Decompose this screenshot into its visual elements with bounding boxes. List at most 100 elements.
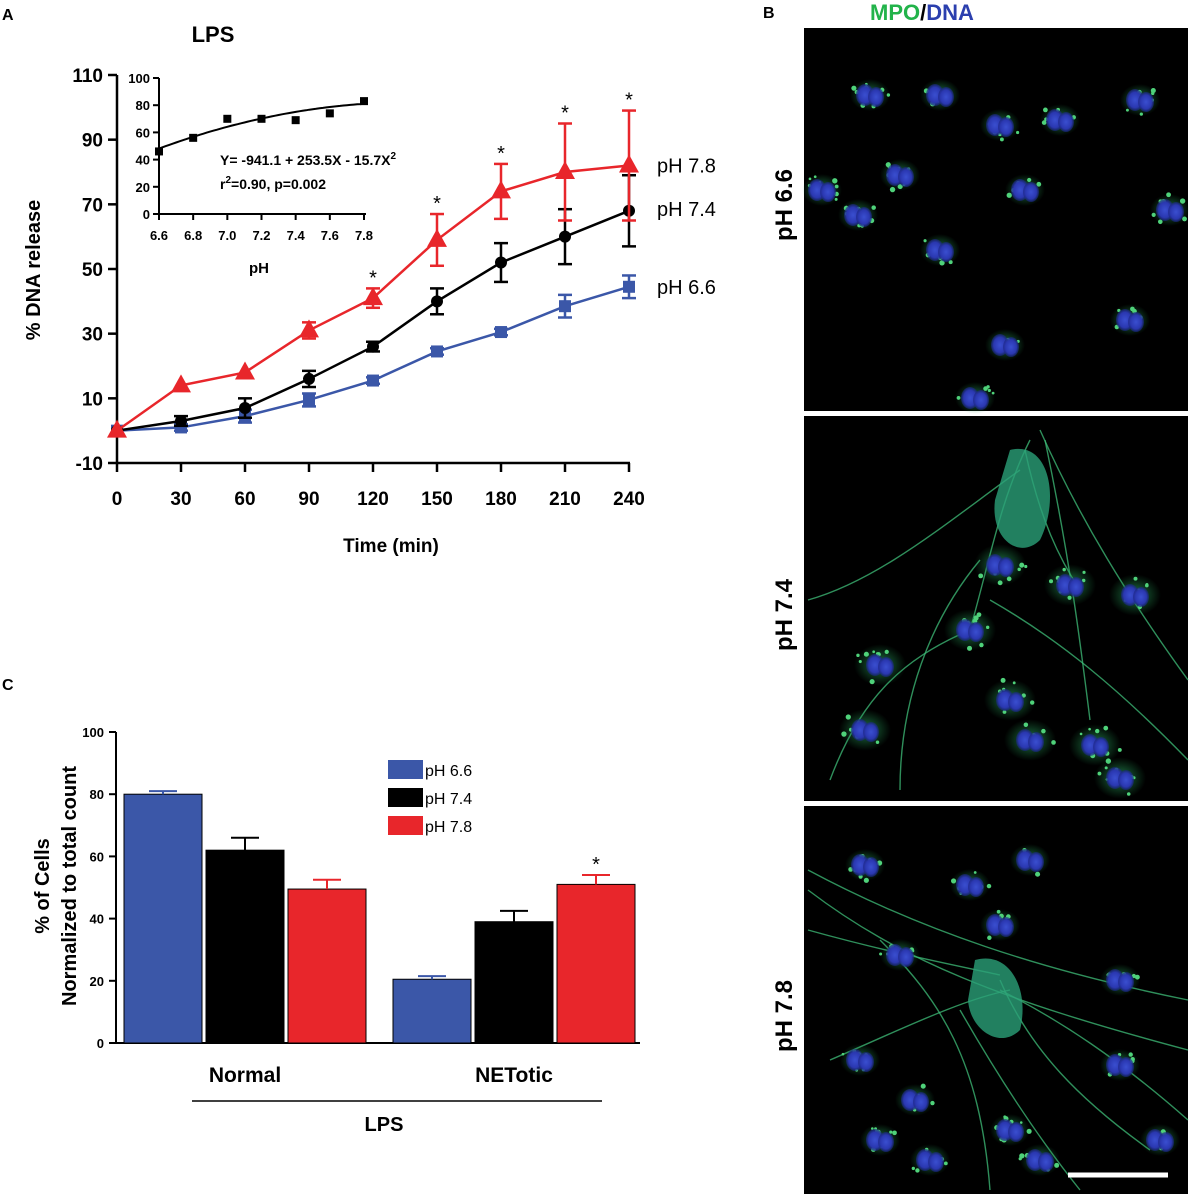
data-point — [303, 393, 315, 406]
micrograph-label-ph74: pH 7.4 — [771, 578, 798, 651]
mpo-granule — [1019, 1121, 1023, 1124]
mpo-granule — [1035, 871, 1041, 877]
legend-label: pH 7.8 — [425, 819, 472, 836]
mpo-granule — [1130, 306, 1135, 312]
mpo-granule — [1026, 1128, 1032, 1134]
cell-nucleus — [858, 1052, 874, 1072]
mpo-granule — [1019, 562, 1025, 568]
mpo-granule — [1027, 177, 1032, 183]
micrograph-panel: MPO/DNA pH 6.6 pH 7.4 pH 7.8 — [771, 0, 1189, 1194]
chart-a-y-tick-label: 50 — [82, 260, 103, 281]
mpo-granule — [986, 883, 992, 889]
chart-a-x-tick-label: 180 — [485, 489, 517, 510]
chart-c-category-label: Normal — [209, 1064, 281, 1087]
mpo-granule — [1018, 1157, 1022, 1161]
mpo-granule — [889, 186, 896, 193]
cell-nucleus — [1093, 737, 1109, 757]
mpo-granule — [1041, 120, 1047, 125]
chart-c-y-tick-label: 20 — [90, 974, 104, 989]
data-point — [363, 287, 383, 306]
mpo-granule — [1157, 219, 1163, 225]
inset-chart: 0 20 40 60 80 100 6.6 6.8 7.0 7.2 7.4 7.6 7.8 pH Y= … — [128, 71, 396, 277]
mpo-granule — [863, 877, 869, 883]
data-point — [367, 340, 379, 353]
chart-a-y-tick-label: 70 — [82, 195, 103, 216]
inset-point — [257, 114, 266, 123]
cell-nucleus — [1118, 972, 1134, 992]
micrograph-label-ph66: pH 6.6 — [771, 169, 798, 241]
mpo-granule — [1103, 725, 1109, 731]
mpo-granule — [979, 642, 984, 648]
cell-nucleus — [998, 557, 1014, 577]
cell-nucleus — [1118, 1057, 1134, 1077]
mpo-granule — [856, 653, 860, 658]
mpo-granule — [1151, 212, 1156, 217]
data-point — [235, 361, 255, 380]
chart-a-y-tick-label: 30 — [82, 325, 103, 346]
mpo-granule — [987, 935, 992, 941]
legend-label: pH 7.4 — [425, 791, 472, 808]
inset-point — [189, 133, 198, 142]
inset-point — [155, 147, 163, 156]
mpo-granule — [808, 177, 812, 181]
mpo-granule — [1067, 595, 1072, 600]
mpo-granule — [841, 731, 847, 737]
chart-a-x-tick-label: 150 — [421, 489, 453, 510]
significance-star: * — [625, 90, 633, 112]
significance-star: * — [433, 193, 441, 215]
mpo-granule — [1082, 570, 1086, 574]
inset-y-tick-label: 80 — [136, 98, 150, 113]
mpo-granule — [1182, 216, 1187, 222]
net-mass — [994, 448, 1050, 548]
data-point — [495, 256, 507, 269]
mpo-granule — [939, 260, 945, 266]
cell-nucleus — [856, 207, 872, 227]
data-point — [427, 228, 447, 247]
cell-nucleus — [898, 167, 914, 187]
mpo-granule — [885, 162, 891, 168]
mpo-granule — [1117, 747, 1122, 752]
mpo-granule — [1104, 766, 1108, 770]
mpo-granule — [886, 93, 891, 97]
mpo-granule — [911, 1166, 916, 1171]
mpo-granule — [1134, 974, 1140, 980]
mpo-granule — [1015, 130, 1020, 135]
inset-x-tick-label: 6.6 — [150, 228, 168, 243]
mpo-granule — [1036, 181, 1042, 187]
mpo-granule — [986, 385, 990, 389]
mpo-granule — [948, 260, 953, 265]
inset-x-tick-label: 7.6 — [321, 228, 339, 243]
cell-nucleus — [998, 117, 1014, 137]
chart-a-xlabel: Time (min) — [343, 536, 439, 557]
data-point — [171, 374, 191, 393]
series-line — [116, 209, 630, 432]
net-mass — [968, 958, 1023, 1039]
chart-a-y-tick-label: -10 — [76, 454, 103, 475]
chart-a-title: LPS — [192, 22, 235, 47]
mpo-granule — [1088, 727, 1091, 731]
cell-nucleus — [1133, 587, 1149, 607]
chart-c-ylabel-line2: Normalized to total count — [59, 766, 81, 1006]
mpo-granule — [978, 573, 984, 579]
mpo-granule — [1145, 582, 1149, 586]
inset-y-tick-label: 60 — [136, 125, 150, 140]
mpo-granule — [841, 1052, 845, 1056]
chart-a-ylabel: % DNA release — [23, 200, 45, 340]
mpo-granule — [1043, 107, 1048, 113]
chart-c-legend: pH 6.6 pH 7.4 pH 7.8 — [388, 760, 472, 836]
chart-a-x-tick-label: 30 — [170, 489, 191, 510]
series-label: pH 7.4 — [657, 199, 716, 221]
mpo-granule — [1041, 728, 1046, 734]
bar — [287, 888, 367, 1044]
chart-c-bars: * — [123, 790, 636, 1044]
data-point — [107, 419, 127, 438]
mpo-granule — [1081, 578, 1086, 583]
data-point — [175, 414, 187, 427]
mpo-granule — [1002, 710, 1007, 714]
chart-c-y-tick-label: 100 — [82, 725, 104, 740]
cell-nucleus — [973, 390, 989, 410]
data-point — [623, 280, 635, 293]
mpo-granule — [930, 1100, 935, 1106]
inset-y-tick-label: 100 — [128, 71, 150, 86]
